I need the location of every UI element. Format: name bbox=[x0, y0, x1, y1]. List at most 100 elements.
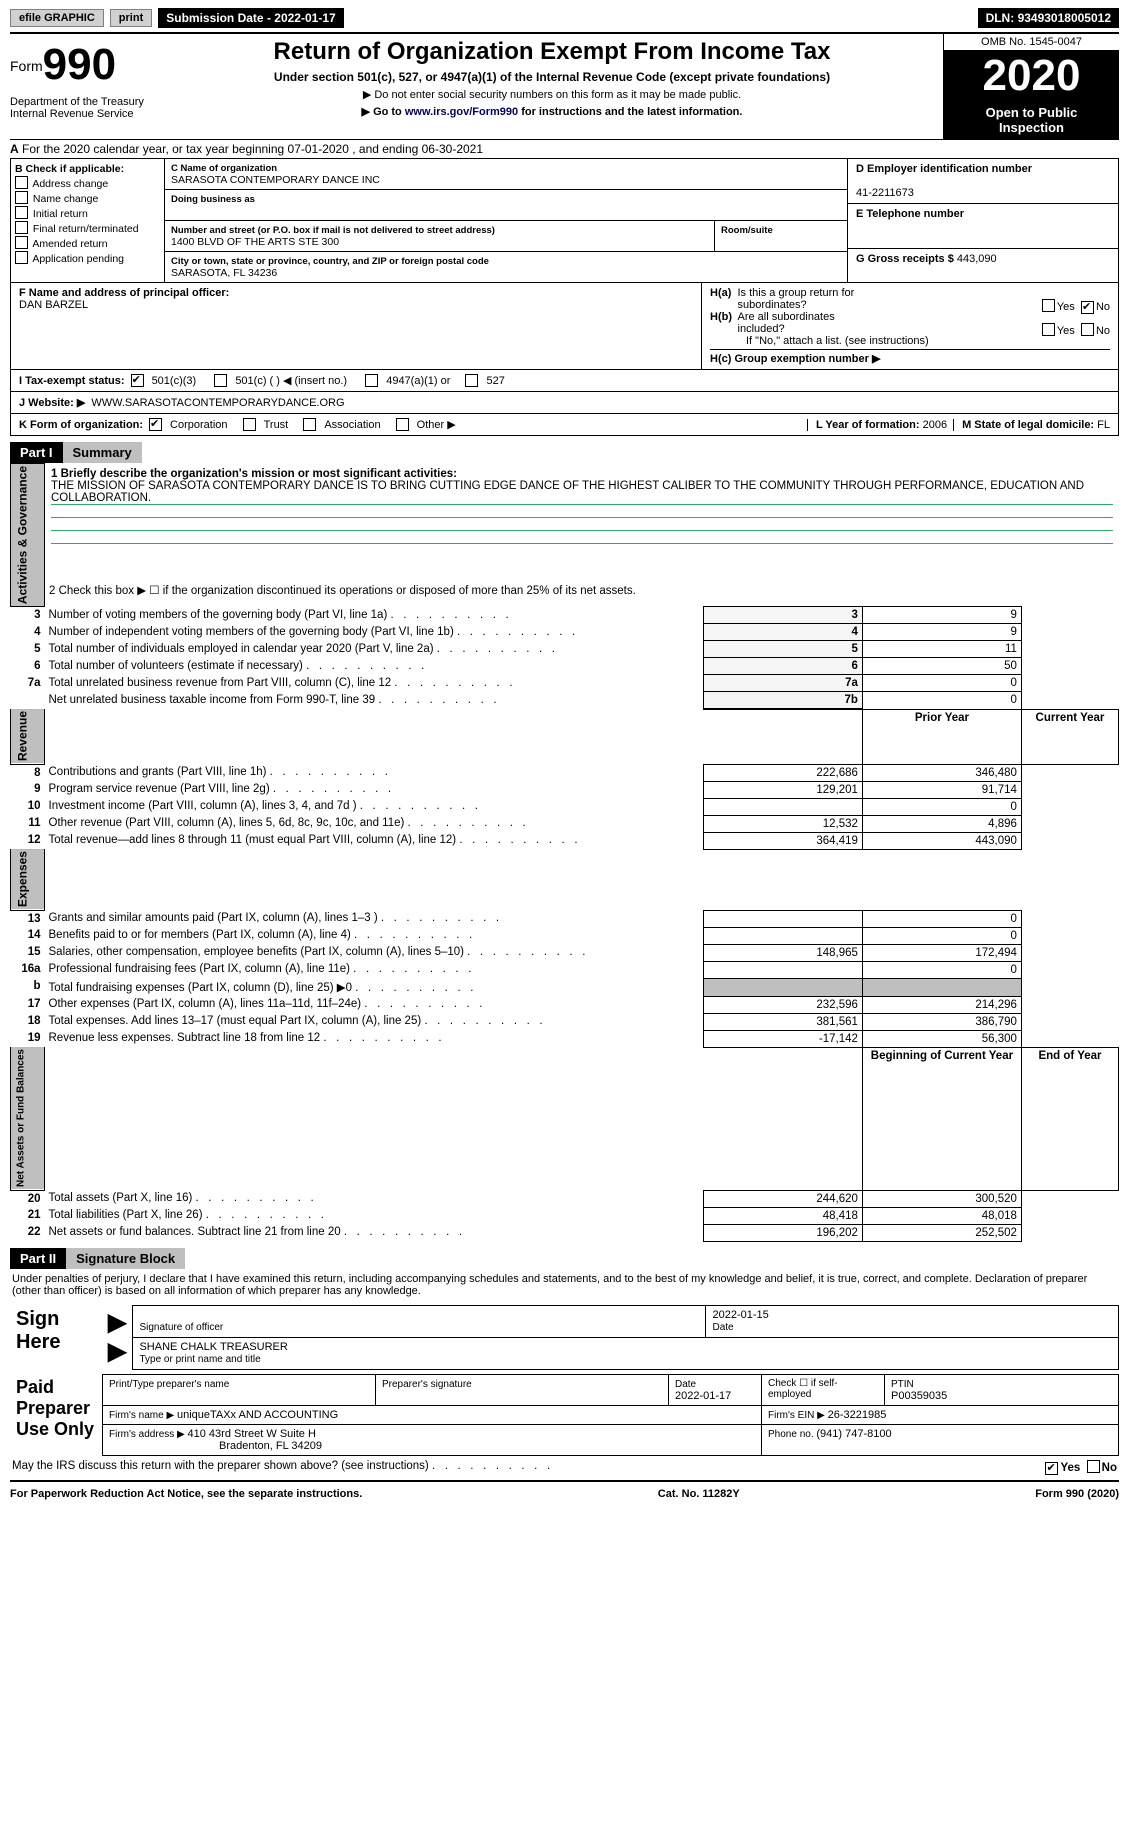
prior-10 bbox=[703, 798, 862, 815]
col-end: End of Year bbox=[1021, 1047, 1118, 1190]
chk-name-change[interactable]: Name change bbox=[15, 191, 160, 205]
chk-final-return[interactable]: Final return/terminated bbox=[15, 221, 160, 235]
prior-16a bbox=[703, 961, 862, 978]
hb-no[interactable] bbox=[1081, 323, 1094, 336]
side-expenses: Expenses bbox=[11, 849, 45, 910]
part1-table: Activities & Governance 1 Briefly descri… bbox=[10, 463, 1119, 1242]
ptin: P00359035 bbox=[891, 1390, 947, 1402]
row-i: I Tax-exempt status: 501(c)(3) 501(c) ( … bbox=[10, 370, 1119, 392]
chk-initial-return[interactable]: Initial return bbox=[15, 206, 160, 220]
org-name: SARASOTA CONTEMPORARY DANCE INC bbox=[171, 174, 380, 186]
chk-amended-return[interactable]: Amended return bbox=[15, 236, 160, 250]
firm-name: uniqueTAXx AND ACCOUNTING bbox=[177, 1409, 338, 1421]
mission-text: THE MISSION OF SARASOTA CONTEMPORARY DAN… bbox=[51, 480, 1113, 505]
officer-name: SHANE CHALK TREASURER bbox=[139, 1341, 287, 1353]
gov-val-5: 11 bbox=[862, 641, 1021, 658]
box-b: B Check if applicable: Address change Na… bbox=[11, 159, 165, 282]
chk-address-change[interactable]: Address change bbox=[15, 176, 160, 190]
chk-trust[interactable] bbox=[243, 418, 256, 431]
firm-address: 410 43rd Street W Suite H bbox=[188, 1428, 316, 1440]
chk-other[interactable] bbox=[396, 418, 409, 431]
chk-application-pending[interactable]: Application pending bbox=[15, 251, 160, 265]
box-d: D Employer identification number41-22116… bbox=[847, 159, 1118, 282]
preparer-table: Paid Preparer Use Only Print/Type prepar… bbox=[10, 1374, 1119, 1456]
chk-501c[interactable] bbox=[214, 374, 227, 387]
curr-22: 252,502 bbox=[862, 1224, 1021, 1241]
prior-15: 148,965 bbox=[703, 944, 862, 961]
side-netassets: Net Assets or Fund Balances bbox=[11, 1047, 45, 1190]
prior-18: 381,561 bbox=[703, 1013, 862, 1030]
footer-form: Form 990 (2020) bbox=[1035, 1488, 1119, 1500]
prior-9: 129,201 bbox=[703, 781, 862, 798]
chk-assoc[interactable] bbox=[303, 418, 316, 431]
firm-phone: (941) 747-8100 bbox=[816, 1428, 891, 1440]
dept-treasury: Department of the TreasuryInternal Reven… bbox=[10, 96, 155, 120]
prior-11: 12,532 bbox=[703, 815, 862, 832]
curr-11: 4,896 bbox=[862, 815, 1021, 832]
ha-no[interactable] bbox=[1081, 301, 1094, 314]
discuss-yes[interactable] bbox=[1045, 1462, 1058, 1475]
form-title: Return of Organization Exempt From Incom… bbox=[167, 38, 937, 66]
hb-yes[interactable] bbox=[1042, 323, 1055, 336]
officer-sig-date: 2022-01-15 bbox=[712, 1309, 768, 1321]
irs-link[interactable]: www.irs.gov/Form990 bbox=[405, 106, 518, 118]
paid-preparer-label: Paid Preparer Use Only bbox=[10, 1374, 103, 1455]
chk-501c3[interactable] bbox=[131, 374, 144, 387]
open-inspection: Open to PublicInspection bbox=[944, 101, 1119, 139]
curr-8: 346,480 bbox=[862, 764, 1021, 781]
curr-17: 214,296 bbox=[862, 996, 1021, 1013]
discuss-no[interactable] bbox=[1087, 1460, 1100, 1473]
prior-19: -17,142 bbox=[703, 1030, 862, 1047]
org-address: 1400 BLVD OF THE ARTS STE 300 bbox=[171, 236, 339, 248]
prior-22: 196,202 bbox=[703, 1224, 862, 1241]
gov-val-3: 9 bbox=[862, 607, 1021, 624]
efile-btn[interactable]: efile GRAPHIC bbox=[10, 9, 104, 27]
chk-4947[interactable] bbox=[365, 374, 378, 387]
curr-9: 91,714 bbox=[862, 781, 1021, 798]
curr-13: 0 bbox=[862, 910, 1021, 927]
prior-12: 364,419 bbox=[703, 832, 862, 849]
ha-yes[interactable] bbox=[1042, 299, 1055, 312]
q2-text: 2 Check this box ▶ ☐ if the organization… bbox=[45, 581, 1119, 607]
print-btn[interactable]: print bbox=[110, 9, 152, 27]
form-note-ssn: ▶ Do not enter social security numbers o… bbox=[167, 88, 937, 101]
state-domicile: FL bbox=[1097, 419, 1110, 431]
entity-box: B Check if applicable: Address change Na… bbox=[10, 158, 1119, 283]
form-number: Form990 bbox=[10, 40, 155, 90]
principal-officer: DAN BARZEL bbox=[19, 299, 88, 311]
tax-period: A For the 2020 calendar year, or tax yea… bbox=[10, 140, 1119, 158]
part2-header: Part IISignature Block bbox=[10, 1248, 1119, 1269]
form-note-link: ▶ Go to www.irs.gov/Form990 for instruct… bbox=[167, 105, 937, 118]
tax-year: 2020 bbox=[944, 51, 1119, 101]
gov-val-7a: 0 bbox=[862, 675, 1021, 692]
gov-val-6: 50 bbox=[862, 658, 1021, 675]
box-fh: F Name and address of principal officer:… bbox=[10, 283, 1119, 370]
ein: 41-2211673 bbox=[856, 187, 914, 199]
side-revenue: Revenue bbox=[11, 709, 45, 764]
prior-14 bbox=[703, 927, 862, 944]
curr-15: 172,494 bbox=[862, 944, 1021, 961]
curr-19: 56,300 bbox=[862, 1030, 1021, 1047]
website: WWW.SARASOTACONTEMPORARYDANCE.ORG bbox=[91, 397, 344, 409]
col-current-year: Current Year bbox=[1021, 709, 1118, 764]
prior-13 bbox=[703, 910, 862, 927]
prior-17: 232,596 bbox=[703, 996, 862, 1013]
signature-table: Sign Here ▶▶ Signature of officer 2022-0… bbox=[10, 1305, 1119, 1370]
row-j: J Website: ▶ WWW.SARASOTACONTEMPORARYDAN… bbox=[10, 392, 1119, 414]
form-header: Form990 Department of the TreasuryIntern… bbox=[10, 34, 1119, 139]
chk-corp[interactable] bbox=[149, 418, 162, 431]
chk-527[interactable] bbox=[465, 374, 478, 387]
footer-left: For Paperwork Reduction Act Notice, see … bbox=[10, 1488, 362, 1500]
submission-date: Submission Date - 2022-01-17 bbox=[158, 8, 343, 28]
curr-12: 443,090 bbox=[862, 832, 1021, 849]
firm-ein: 26-3221985 bbox=[828, 1409, 887, 1421]
prior-b bbox=[703, 978, 862, 996]
curr-21: 48,018 bbox=[862, 1207, 1021, 1224]
self-employed-check[interactable]: Check ☐ if self-employed bbox=[762, 1374, 885, 1405]
row-k: K Form of organization: Corporation Trus… bbox=[10, 414, 1119, 436]
curr-18: 386,790 bbox=[862, 1013, 1021, 1030]
prior-21: 48,418 bbox=[703, 1207, 862, 1224]
year-formation: 2006 bbox=[923, 419, 947, 431]
discuss-row: May the IRS discuss this return with the… bbox=[10, 1456, 1119, 1476]
part1-header: Part ISummary bbox=[10, 442, 1119, 463]
